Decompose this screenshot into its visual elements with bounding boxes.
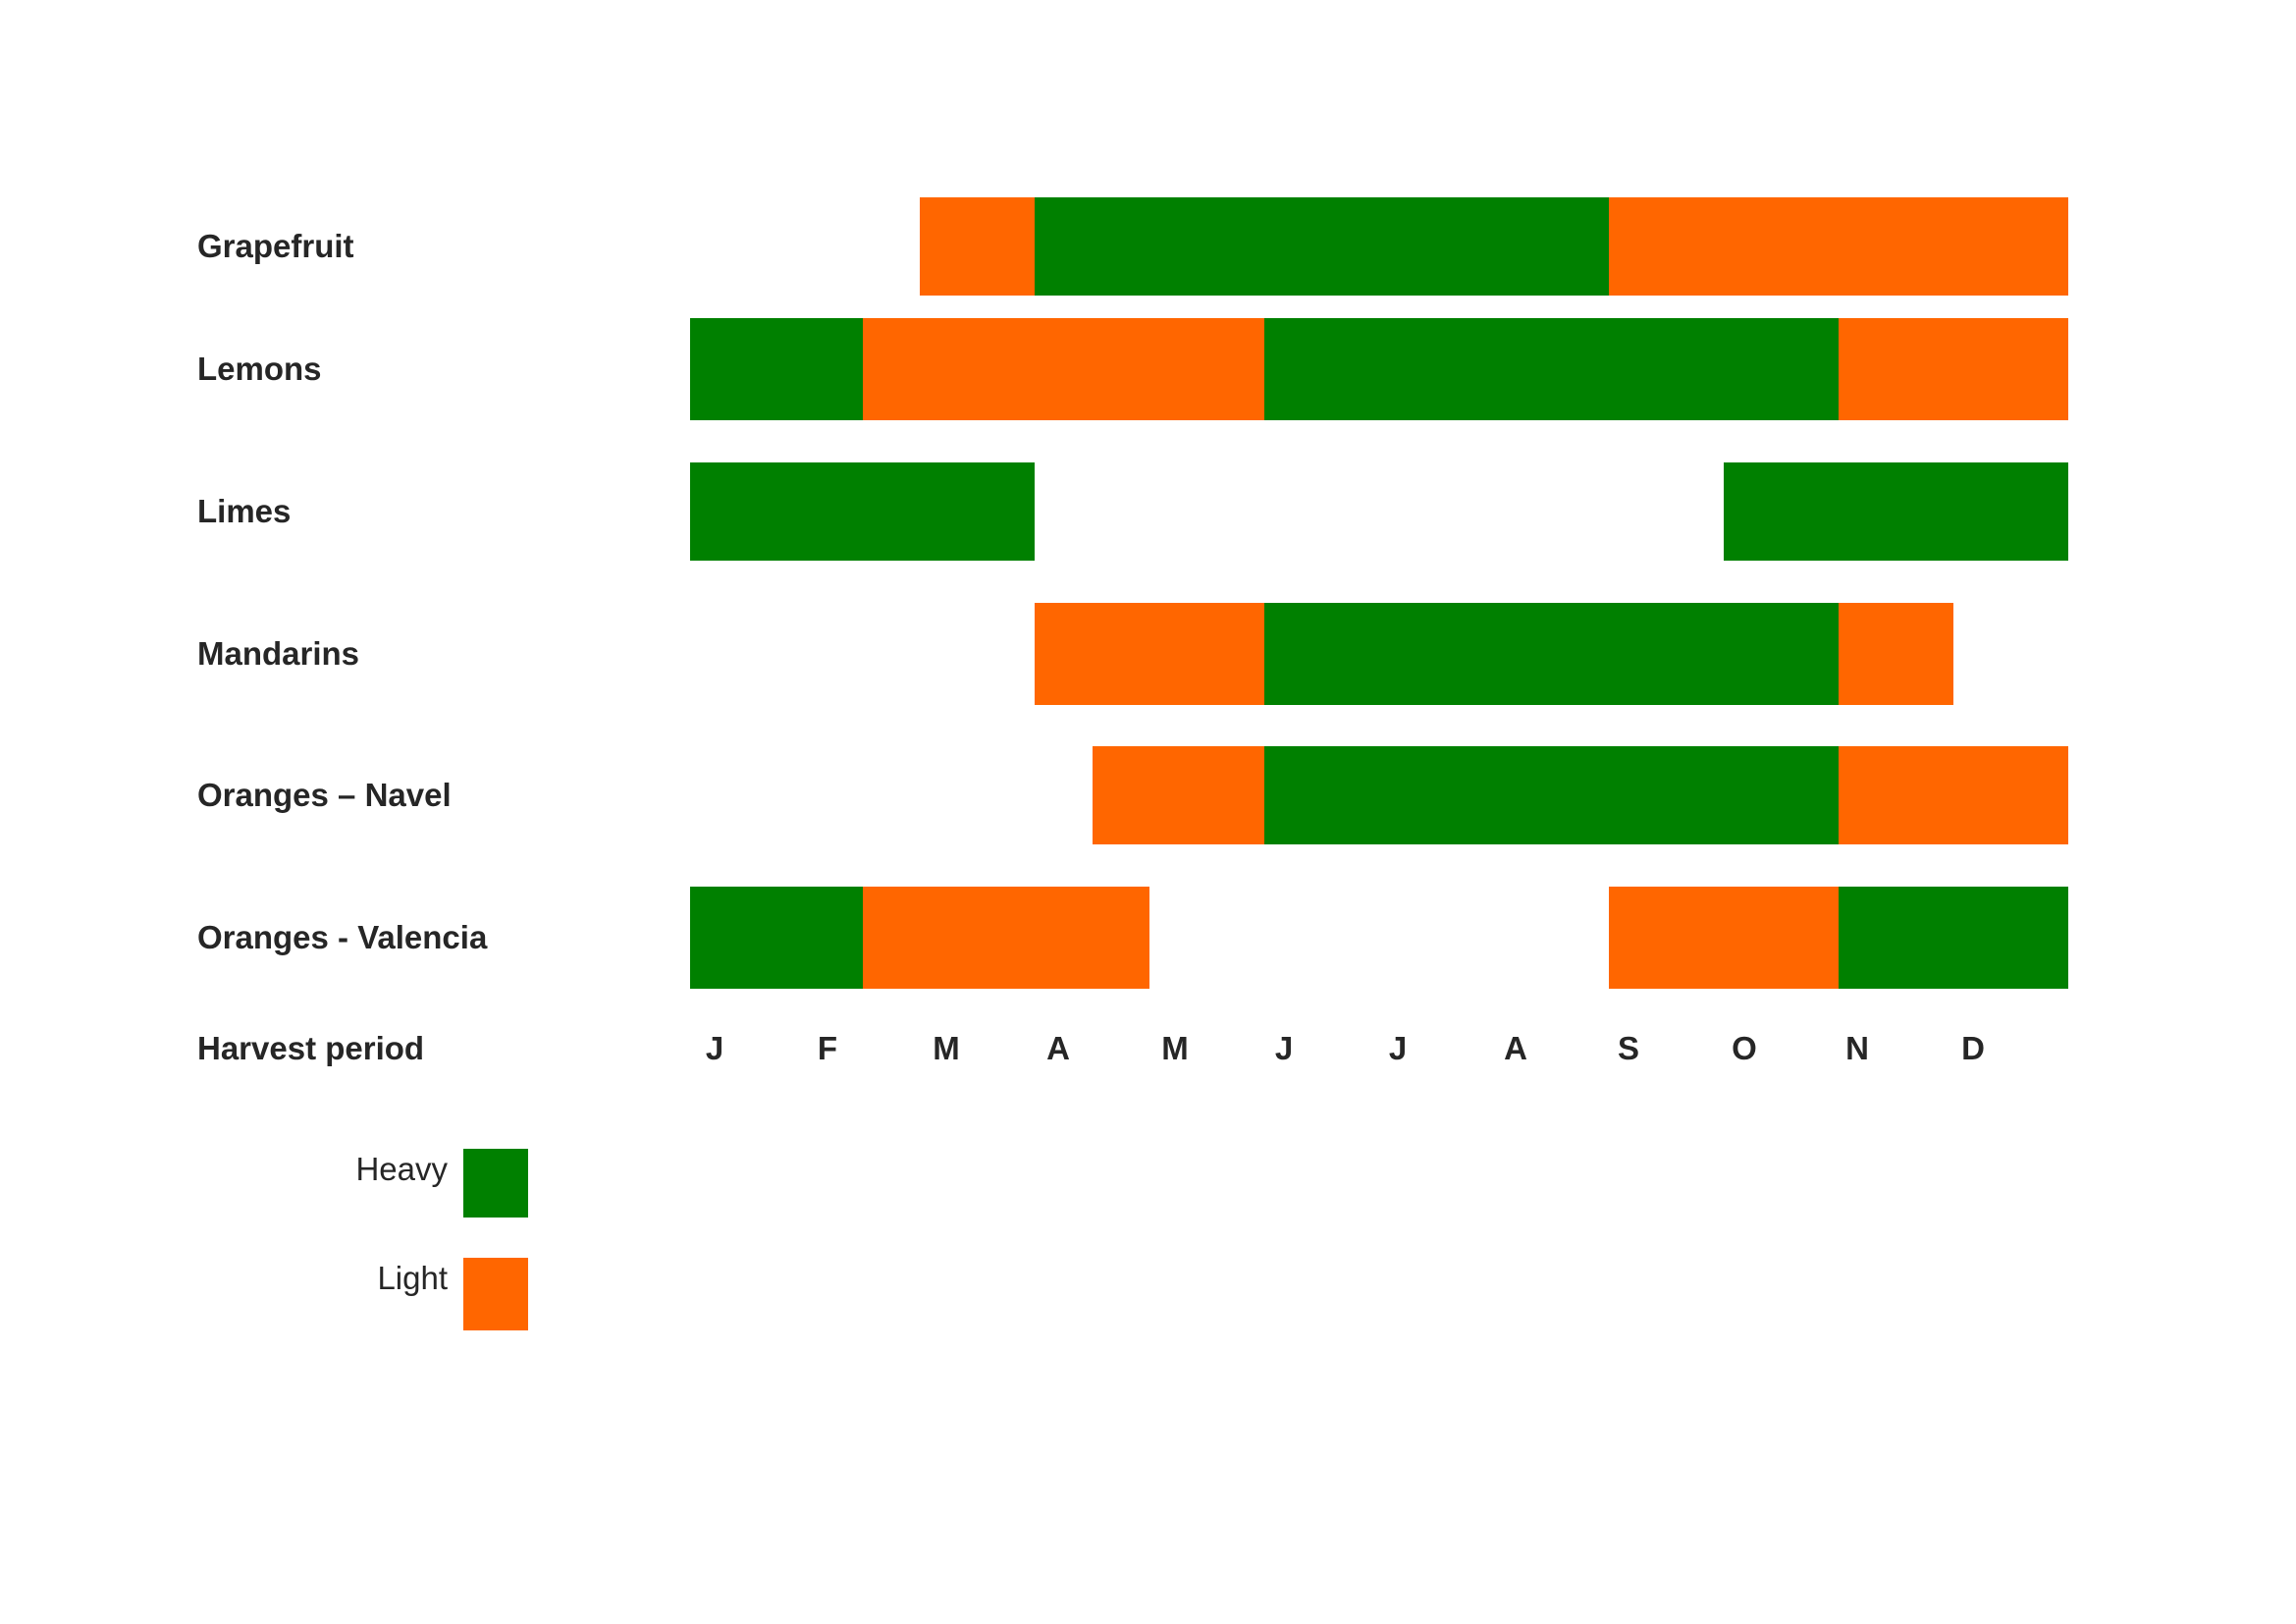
row-label: Limes xyxy=(197,493,292,529)
row-label: Mandarins xyxy=(197,635,360,672)
harvest-bar-light xyxy=(1092,746,1264,844)
harvest-bar-heavy xyxy=(1264,318,1839,420)
row-label: Grapefruit xyxy=(197,228,354,264)
harvest-bar-heavy xyxy=(1264,603,1839,705)
month-tick-label: A xyxy=(1046,1030,1070,1066)
x-axis-label: Harvest period xyxy=(197,1030,425,1066)
harvest-bar-light xyxy=(862,318,1264,420)
month-tick-label: D xyxy=(1961,1030,1985,1066)
month-tick-label: J xyxy=(1388,1030,1408,1066)
legend-label-heavy: Heavy xyxy=(355,1151,448,1187)
month-tick-label: J xyxy=(705,1030,724,1066)
harvest-bar-light xyxy=(920,197,1035,296)
row-label: Lemons xyxy=(197,351,322,387)
harvest-bar-heavy xyxy=(1035,197,1609,296)
harvest-bar-light xyxy=(1839,603,1953,705)
legend-label-light: Light xyxy=(377,1260,448,1296)
harvest-bar-light xyxy=(1609,197,2068,296)
row-label: Oranges - Valencia xyxy=(197,919,488,955)
legend-swatch-light xyxy=(463,1258,528,1330)
month-tick-label: S xyxy=(1617,1030,1640,1066)
harvest-bar-light xyxy=(1839,318,2068,420)
harvest-bar-light xyxy=(862,887,1149,989)
month-tick-label: J xyxy=(1274,1030,1294,1066)
legend-swatch-heavy xyxy=(463,1149,528,1218)
month-tick-label: M xyxy=(933,1030,960,1066)
month-tick-label: M xyxy=(1161,1030,1189,1066)
harvest-bar-heavy xyxy=(690,462,1035,561)
harvest-bar-heavy xyxy=(1839,887,2068,989)
month-tick-label: O xyxy=(1732,1030,1757,1066)
row-label: Oranges – Navel xyxy=(197,777,452,813)
harvest-bar-heavy xyxy=(1724,462,2068,561)
harvest-bar-light xyxy=(1035,603,1264,705)
month-tick-label: N xyxy=(1845,1030,1869,1066)
month-tick-label: F xyxy=(817,1030,838,1066)
harvest-bar-heavy xyxy=(1264,746,1839,844)
harvest-bar-heavy xyxy=(690,887,863,989)
month-tick-label: A xyxy=(1504,1030,1527,1066)
harvest-bar-light xyxy=(1609,887,1839,989)
harvest-bar-heavy xyxy=(690,318,863,420)
harvest-bar-light xyxy=(1839,746,2068,844)
